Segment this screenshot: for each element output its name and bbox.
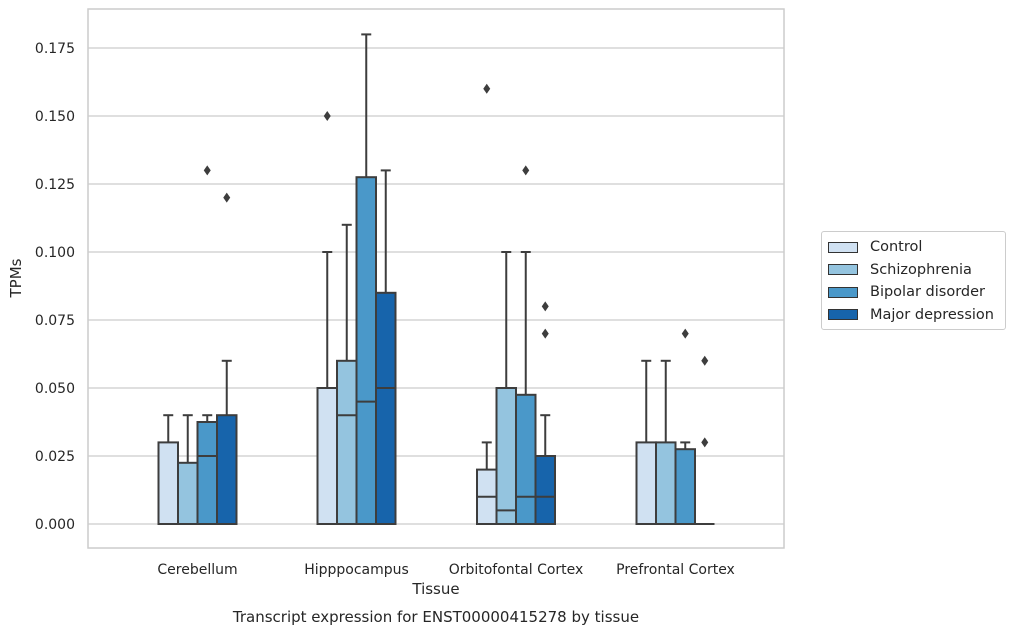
box: [674, 448, 696, 526]
legend-item: Control: [822, 236, 1005, 259]
y-tick-labels: 0.000 0.025 0.050 0.075 0.100 0.125 0.150 0.175: [35, 41, 75, 533]
y-tick-label: 0.000: [35, 517, 75, 533]
box: [316, 387, 338, 525]
box-1-1: [336, 223, 358, 525]
legend-swatch: [828, 264, 858, 276]
box: [177, 461, 199, 525]
legend-swatch: [828, 286, 858, 298]
y-tick-label: 0.150: [35, 109, 75, 125]
outlier-point: [701, 437, 709, 448]
x-tick-labels: Cerebellum Hipppocampus Orbitofontal Corte…: [157, 562, 734, 578]
box: [635, 441, 657, 525]
box-3-0: [635, 359, 657, 525]
box-1-2: [355, 33, 377, 525]
box-2-0: [476, 83, 498, 526]
legend-swatch: [828, 241, 858, 253]
outlier-point: [483, 83, 491, 94]
box: [375, 291, 397, 525]
y-tick-label: 0.100: [35, 245, 75, 261]
box-0-2: [196, 165, 218, 525]
y-tick-label: 0.025: [35, 449, 75, 465]
box-0-0: [157, 414, 179, 525]
legend-item: Major depression: [822, 304, 1005, 327]
box-2-1: [495, 251, 517, 525]
box: [157, 441, 179, 525]
legend-item: Bipolar disorder: [822, 281, 1005, 304]
plot-frame: [87, 8, 785, 549]
outlier-point: [541, 328, 549, 339]
box-3-2: [674, 328, 696, 526]
legend-label: Schizophrenia: [870, 261, 972, 278]
chart-caption: Transcript expression for ENST0000041527…: [232, 608, 639, 626]
outlier-point: [223, 192, 231, 203]
y-tick-label: 0.050: [35, 381, 75, 397]
legend-label: Bipolar disorder: [870, 284, 985, 301]
legend-label: Control: [870, 239, 923, 256]
box: [534, 455, 556, 525]
y-tick-label: 0.075: [35, 313, 75, 329]
box-2-3: [534, 301, 556, 525]
x-tick-label: Orbitofontal Cortex: [449, 562, 584, 578]
box: [355, 176, 377, 525]
legend-item: Schizophrenia: [822, 259, 1005, 282]
box-marks: [157, 33, 715, 526]
outlier-point: [323, 111, 331, 121]
x-tick-label: Prefrontal Cortex: [616, 562, 735, 578]
x-axis-label: Tissue: [411, 580, 459, 598]
outlier-point: [541, 301, 549, 312]
outlier-point: [203, 165, 211, 176]
legend: Control Schizophrenia Bipolar disorder Majo…: [821, 231, 1006, 330]
x-tick-label: Cerebellum: [157, 562, 237, 578]
box: [655, 441, 677, 525]
y-tick-label: 0.125: [35, 177, 75, 193]
x-tick-label: Hipppocampus: [304, 562, 409, 578]
box: [336, 359, 358, 525]
outlier-point: [701, 355, 709, 366]
legend-swatch: [828, 309, 858, 321]
legend-label: Major depression: [870, 306, 994, 323]
box: [216, 414, 238, 526]
box-1-0: [316, 111, 338, 525]
box-1-3: [375, 169, 397, 525]
box-0-1: [177, 414, 199, 525]
box: [495, 387, 517, 525]
box: [196, 421, 218, 525]
y-tick-label: 0.175: [35, 41, 75, 57]
y-axis-label: TPMs: [7, 258, 25, 298]
box: [515, 393, 537, 525]
outlier-point: [681, 328, 689, 339]
box-3-3: [695, 355, 715, 525]
box-2-2: [515, 165, 537, 525]
outlier-point: [522, 165, 530, 176]
box-0-3: [216, 192, 238, 526]
box-3-1: [655, 359, 677, 525]
